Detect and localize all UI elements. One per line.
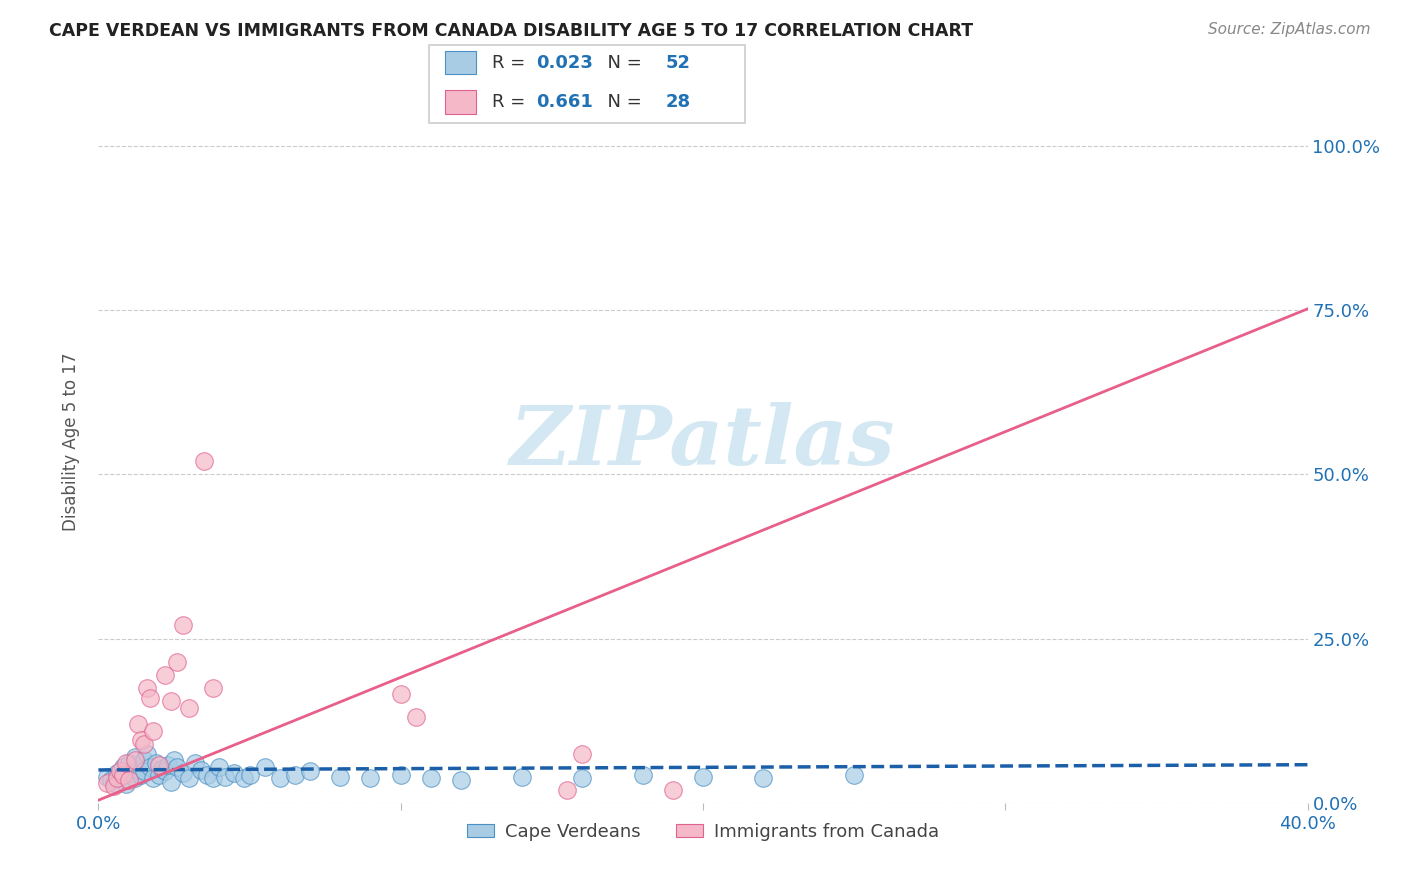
- Point: [179, 700, 201, 714]
- Text: 0.661: 0.661: [537, 93, 593, 111]
- Point: [153, 764, 176, 779]
- Point: [284, 768, 307, 782]
- Point: [127, 717, 149, 731]
- Point: [692, 770, 714, 784]
- Point: [405, 710, 427, 724]
- Point: [239, 768, 262, 782]
- Point: [555, 782, 578, 797]
- Point: [214, 770, 236, 784]
- Point: [148, 768, 170, 782]
- Point: [166, 760, 188, 774]
- Point: [114, 756, 136, 771]
- Text: 52: 52: [666, 54, 692, 71]
- Point: [132, 753, 155, 767]
- Text: N =: N =: [596, 93, 648, 111]
- Point: [172, 618, 194, 632]
- Point: [360, 771, 382, 785]
- Point: [100, 772, 122, 787]
- Point: [129, 733, 152, 747]
- Text: R =: R =: [492, 93, 531, 111]
- Point: [96, 776, 118, 790]
- Point: [129, 768, 152, 782]
- Point: [103, 780, 125, 794]
- Point: [96, 770, 118, 784]
- Point: [108, 764, 131, 779]
- Point: [108, 771, 131, 785]
- Point: [329, 770, 352, 784]
- Point: [195, 768, 218, 782]
- Point: [118, 756, 141, 771]
- Point: [121, 766, 143, 780]
- FancyBboxPatch shape: [444, 90, 477, 113]
- Point: [153, 667, 176, 681]
- Point: [193, 454, 215, 468]
- Point: [510, 770, 533, 784]
- Point: [132, 764, 155, 779]
- Point: [124, 749, 146, 764]
- Point: [139, 690, 162, 705]
- Text: 0.023: 0.023: [537, 54, 593, 71]
- Point: [139, 760, 162, 774]
- Point: [105, 766, 128, 780]
- Y-axis label: Disability Age 5 to 17: Disability Age 5 to 17: [62, 352, 80, 531]
- Point: [184, 756, 207, 771]
- Point: [202, 771, 225, 785]
- Point: [232, 771, 254, 785]
- Point: [142, 771, 165, 785]
- Point: [103, 776, 125, 790]
- Point: [631, 768, 654, 782]
- Point: [172, 766, 194, 780]
- Point: [253, 760, 276, 774]
- Point: [420, 771, 443, 785]
- Point: [160, 774, 183, 789]
- Point: [163, 753, 186, 767]
- Point: [224, 766, 246, 780]
- Point: [190, 763, 212, 777]
- Point: [179, 771, 201, 785]
- Point: [132, 737, 155, 751]
- Legend: Cape Verdeans, Immigrants from Canada: Cape Verdeans, Immigrants from Canada: [460, 815, 946, 848]
- Point: [148, 757, 170, 772]
- Point: [156, 757, 179, 772]
- Point: [571, 771, 593, 785]
- Point: [844, 768, 866, 782]
- FancyBboxPatch shape: [429, 45, 745, 123]
- Text: R =: R =: [492, 54, 531, 71]
- Point: [450, 772, 472, 787]
- Point: [752, 771, 775, 785]
- Point: [166, 655, 188, 669]
- Point: [202, 681, 225, 695]
- Point: [142, 723, 165, 738]
- Point: [299, 764, 322, 779]
- Point: [124, 771, 146, 785]
- Point: [145, 756, 167, 771]
- Text: ZIPatlas: ZIPatlas: [510, 401, 896, 482]
- Point: [160, 694, 183, 708]
- FancyBboxPatch shape: [444, 51, 477, 74]
- Point: [111, 760, 134, 774]
- Point: [114, 777, 136, 791]
- Point: [269, 771, 291, 785]
- Point: [150, 762, 173, 776]
- Text: 28: 28: [666, 93, 692, 111]
- Text: N =: N =: [596, 54, 648, 71]
- Text: CAPE VERDEAN VS IMMIGRANTS FROM CANADA DISABILITY AGE 5 TO 17 CORRELATION CHART: CAPE VERDEAN VS IMMIGRANTS FROM CANADA D…: [49, 22, 973, 40]
- Point: [127, 763, 149, 777]
- Point: [208, 760, 231, 774]
- Point: [111, 768, 134, 782]
- Point: [389, 687, 412, 701]
- Point: [105, 771, 128, 785]
- Point: [135, 747, 157, 761]
- Text: Source: ZipAtlas.com: Source: ZipAtlas.com: [1208, 22, 1371, 37]
- Point: [389, 768, 412, 782]
- Point: [118, 772, 141, 787]
- Point: [661, 782, 683, 797]
- Point: [124, 753, 146, 767]
- Point: [571, 747, 593, 761]
- Point: [135, 681, 157, 695]
